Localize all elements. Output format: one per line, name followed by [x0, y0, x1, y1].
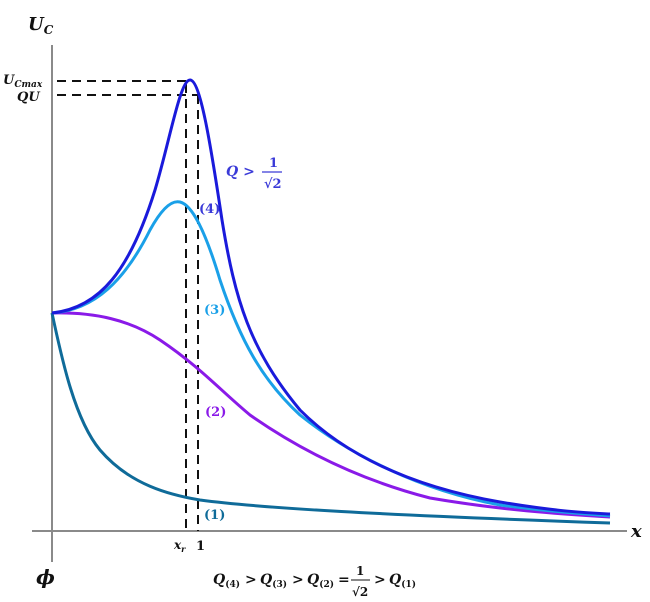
x-axis-label: x — [630, 521, 642, 542]
curve-4 — [51, 78, 611, 516]
curve-3-label: (3) — [204, 303, 225, 318]
svg-text:>: > — [374, 572, 386, 588]
curve-1-label: (1) — [204, 508, 225, 523]
y-axis-label: UC — [28, 14, 54, 37]
q-condition-annotation: Q > 1 √2 — [226, 156, 282, 192]
ucmax-label: UCmax — [3, 73, 43, 90]
curve-1 — [50, 312, 611, 525]
qu-label: QU — [17, 90, 40, 105]
q-ordering-relation: Q(4) > Q(3) > Q(2) = 1 √2 > Q(1) — [213, 564, 416, 599]
svg-text:Q(3): Q(3) — [260, 572, 287, 590]
origin-label: ϕ — [36, 565, 55, 589]
curve-4-label: (4) — [199, 202, 220, 217]
svg-text:√2: √2 — [264, 177, 282, 192]
svg-text:Q(1): Q(1) — [389, 572, 416, 590]
svg-text:1: 1 — [356, 564, 364, 578]
xr-tick-label: xr — [173, 538, 186, 554]
one-tick-label: 1 — [196, 539, 205, 554]
svg-text:>: > — [292, 572, 304, 588]
svg-text:√2: √2 — [352, 585, 368, 599]
curve-3 — [51, 200, 611, 518]
svg-text:>: > — [245, 572, 257, 588]
svg-text:=: = — [338, 572, 350, 588]
guide-lines — [57, 80, 199, 531]
curve-2-label: (2) — [205, 405, 226, 420]
curve-2 — [51, 311, 611, 519]
svg-text:Q(4): Q(4) — [213, 572, 240, 590]
svg-text:1: 1 — [269, 156, 278, 171]
svg-text:Q(2): Q(2) — [307, 572, 334, 590]
svg-text:Q >: Q > — [226, 164, 255, 180]
